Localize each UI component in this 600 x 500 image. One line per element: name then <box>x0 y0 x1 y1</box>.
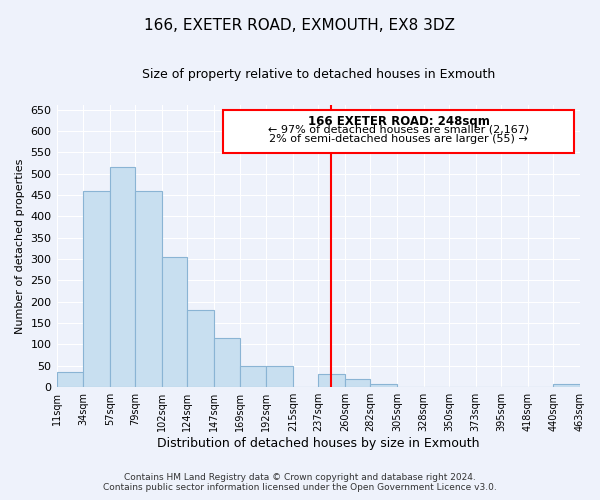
X-axis label: Distribution of detached houses by size in Exmouth: Distribution of detached houses by size … <box>157 437 479 450</box>
Bar <box>266 366 293 387</box>
Bar <box>162 257 187 387</box>
Bar <box>318 374 345 387</box>
Bar <box>187 310 214 387</box>
Y-axis label: Number of detached properties: Number of detached properties <box>15 158 25 334</box>
Bar <box>370 384 397 387</box>
FancyBboxPatch shape <box>223 110 574 153</box>
Title: Size of property relative to detached houses in Exmouth: Size of property relative to detached ho… <box>142 68 495 80</box>
Bar <box>553 384 580 387</box>
Text: Contains HM Land Registry data © Crown copyright and database right 2024.
Contai: Contains HM Land Registry data © Crown c… <box>103 473 497 492</box>
Text: 166, EXETER ROAD, EXMOUTH, EX8 3DZ: 166, EXETER ROAD, EXMOUTH, EX8 3DZ <box>145 18 455 32</box>
Bar <box>110 167 135 387</box>
Bar <box>56 372 83 387</box>
Bar <box>135 190 162 387</box>
Bar <box>83 190 110 387</box>
Bar <box>345 378 370 387</box>
Text: 166 EXETER ROAD: 248sqm: 166 EXETER ROAD: 248sqm <box>308 114 490 128</box>
Text: 2% of semi-detached houses are larger (55) →: 2% of semi-detached houses are larger (5… <box>269 134 528 144</box>
Bar <box>214 338 239 387</box>
Text: ← 97% of detached houses are smaller (2,167): ← 97% of detached houses are smaller (2,… <box>268 124 529 134</box>
Bar <box>239 366 266 387</box>
